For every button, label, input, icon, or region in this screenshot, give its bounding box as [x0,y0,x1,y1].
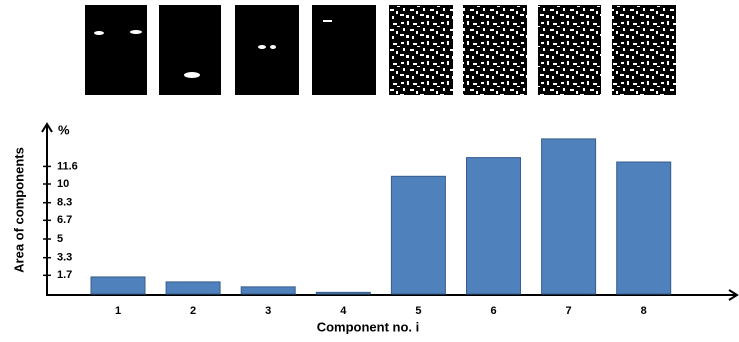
bar [467,158,521,294]
component-images [85,5,676,95]
x-tick-label: 1 [115,305,121,317]
x-tick-label: 5 [415,305,421,317]
chart: % Area of components Component no. i 1.7… [0,0,739,342]
bar [542,139,596,294]
x-axis-title: Component no. i [317,319,420,334]
y-axis-title: Area of components [11,147,26,273]
x-tick-label: 6 [490,305,496,317]
component-image [538,5,601,95]
bar [316,292,370,294]
component-image [389,5,453,95]
x-tick-label: 2 [190,305,196,317]
y-tick-label: 5 [57,233,63,245]
y-tick-label: 11.6 [57,160,78,172]
y-tick-label: 8.3 [57,197,72,209]
y-tick-label: 6.7 [57,214,72,226]
x-tick-label: 3 [265,305,271,317]
component-image [463,5,527,95]
component-image [312,5,376,95]
component-image [235,5,299,95]
y-tick-label: 3.3 [57,252,72,264]
bar [241,287,295,294]
component-image [612,5,676,95]
y-tick-label: 1.7 [57,269,72,281]
component-image [85,5,147,95]
bar [166,282,220,294]
bar [91,277,145,294]
y-tick-label: 10 [57,178,69,190]
x-tick-label: 4 [340,305,347,317]
y-unit: % [58,122,70,137]
component-image [159,5,221,95]
x-tick-label: 8 [641,305,647,317]
bar [617,162,671,294]
bar [391,176,445,294]
x-tick-label: 7 [566,305,572,317]
